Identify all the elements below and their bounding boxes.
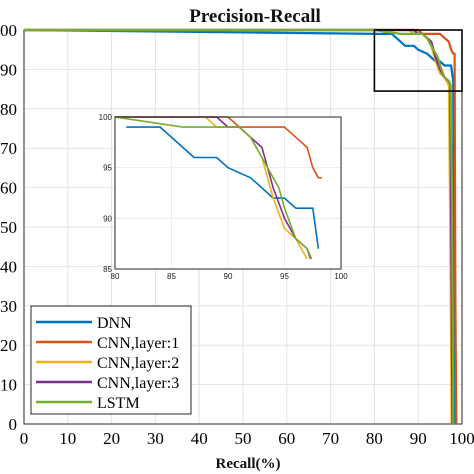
- x-tick-label: 70: [322, 429, 339, 448]
- inset-y-tick-label: 90: [103, 214, 112, 223]
- legend-label: CNN,layer:3: [97, 375, 179, 392]
- inset-x-tick-label: 100: [334, 272, 348, 281]
- y-tick-label: 80: [0, 100, 17, 119]
- y-tick-label: 50: [0, 218, 17, 237]
- y-tick-label: 20: [0, 336, 17, 355]
- inset-y-tick-label: 100: [99, 113, 113, 122]
- legend-label: CNN,layer:2: [97, 355, 179, 372]
- main-series-group: [23, 28, 458, 424]
- inset-y-tick-label: 95: [103, 164, 112, 173]
- y-tick-label: 0: [9, 415, 18, 434]
- x-tick-label: 10: [59, 429, 76, 448]
- legend: DNN CNN,layer:1 CNN,layer:2 CNN,layer:3 LSTM: [30, 305, 192, 415]
- y-tick-label: 100: [0, 21, 17, 40]
- y-tick-label: 10: [0, 376, 17, 395]
- y-tick-label: 30: [0, 297, 17, 316]
- x-axis-title: Recall(%): [216, 456, 281, 472]
- series-line-1: [23, 28, 457, 424]
- x-tick-label: 20: [103, 429, 120, 448]
- inset-series-line-1: [126, 126, 320, 249]
- legend-box: [30, 305, 192, 415]
- inset-y-tick-label: 85: [103, 265, 112, 274]
- inset-x-tick-label: 95: [280, 272, 289, 281]
- main-tick-labels: 0 10 20 30 40 50 60 70 80 90 100 0 10 20 30 40 50 60 70 80 9…: [0, 21, 474, 448]
- legend-label: CNN,layer:1: [97, 335, 179, 352]
- y-tick-label: 40: [0, 257, 17, 276]
- y-tick-label: 90: [0, 60, 17, 79]
- series-line-5: [24, 28, 455, 424]
- y-tick-label: 70: [0, 139, 17, 158]
- x-tick-label: 50: [235, 429, 252, 448]
- x-tick-label: 40: [191, 429, 208, 448]
- zoom-region-box: [373, 29, 463, 92]
- y-tick-label: 60: [0, 179, 17, 198]
- legend-label: LSTM: [97, 395, 140, 412]
- chart-title: Precision-Recall: [189, 6, 321, 27]
- inset-series-line-5: [114, 116, 313, 260]
- inset-x-tick-label: 80: [111, 272, 120, 281]
- inset-frame: [114, 116, 342, 270]
- x-tick-label: 90: [410, 429, 427, 448]
- inset-x-tick-label: 85: [167, 272, 176, 281]
- legend-label: DNN: [97, 315, 132, 332]
- x-tick-label: 100: [449, 429, 474, 448]
- x-tick-label: 80: [366, 429, 383, 448]
- x-tick-label: 30: [147, 429, 164, 448]
- inset-x-tick-label: 90: [224, 272, 233, 281]
- x-tick-label: 60: [278, 429, 295, 448]
- x-tick-label: 0: [20, 429, 29, 448]
